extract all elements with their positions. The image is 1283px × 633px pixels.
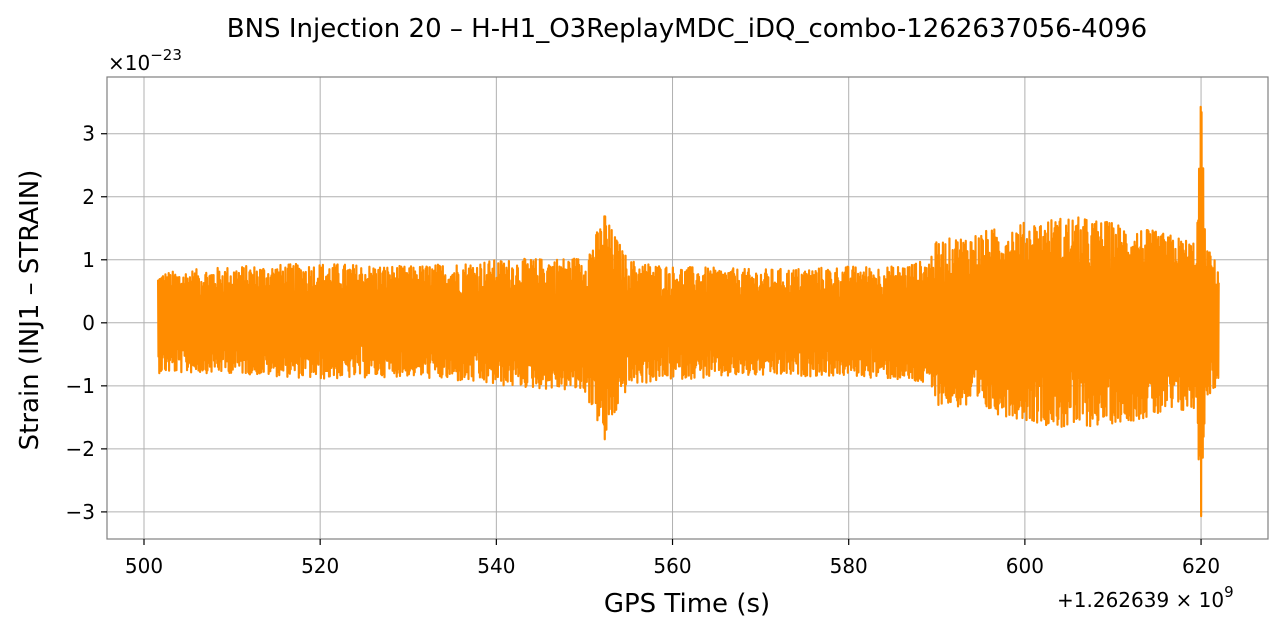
y-axis-label: Strain (INJ1 – STRAIN) xyxy=(15,170,45,451)
y-tick-label: 2 xyxy=(82,185,95,209)
x-offset-label: +1.262639 × 109 xyxy=(1057,583,1234,612)
strain-line xyxy=(156,105,1220,518)
x-offset-base: +1.262639 × 10 xyxy=(1057,588,1224,612)
y-tick-label: −1 xyxy=(66,374,95,398)
y-scale-exponent: −23 xyxy=(150,46,182,64)
y-tick-label: −2 xyxy=(66,437,95,461)
x-tick-label: 500 xyxy=(125,554,163,578)
signal-series xyxy=(156,105,1220,518)
y-tick-label: 1 xyxy=(82,248,95,272)
x-ticks: 500 520 540 560 580 600 620 xyxy=(125,539,1220,578)
y-ticks: −3 −2 −1 0 1 2 3 xyxy=(66,122,107,524)
y-scale-base: ×10 xyxy=(108,51,150,75)
y-tick-label: −3 xyxy=(66,500,95,524)
x-axis-label: GPS Time (s) xyxy=(604,589,770,619)
x-tick-label: 560 xyxy=(653,554,691,578)
x-tick-label: 580 xyxy=(830,554,868,578)
plot-frame xyxy=(106,76,1269,540)
y-scale-label: ×10−23 xyxy=(108,46,182,75)
x-tick-label: 600 xyxy=(1006,554,1044,578)
x-tick-label: 620 xyxy=(1182,554,1220,578)
x-tick-label: 540 xyxy=(477,554,515,578)
x-tick-label: 520 xyxy=(301,554,339,578)
y-tick-label: 3 xyxy=(82,122,95,146)
chart-title: BNS Injection 20 – H-H1_O3ReplayMDC_iDQ_… xyxy=(227,14,1147,44)
x-offset-exponent: 9 xyxy=(1224,583,1234,601)
y-tick-label: 0 xyxy=(82,311,95,335)
